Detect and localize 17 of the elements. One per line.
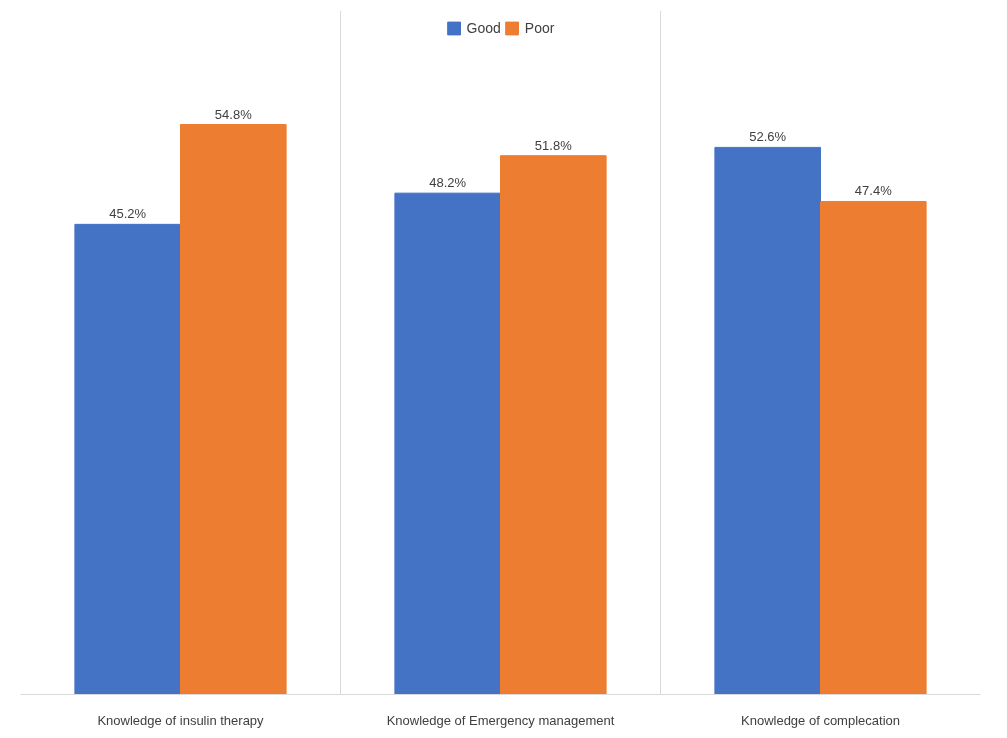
data-label: 47.4%	[854, 183, 893, 199]
legend-label: Good	[466, 20, 501, 36]
data-label: 48.2%	[429, 175, 467, 191]
x-tick-label: Knowledge of insulin therapy	[97, 712, 265, 728]
legend-label: Poor	[524, 20, 555, 36]
data-label: 54.8%	[214, 106, 253, 122]
bar	[820, 200, 927, 695]
data-label: 51.8%	[534, 137, 573, 153]
bar	[394, 192, 501, 695]
bar	[500, 155, 607, 695]
data-label: 45.2%	[109, 206, 147, 222]
bar	[74, 223, 181, 695]
bar	[180, 124, 287, 695]
x-tick-label: Knowledge of Emergency management	[386, 712, 615, 728]
x-tick-label: Knowledge of complecation	[741, 712, 901, 728]
bar	[714, 146, 821, 695]
data-label: 52.6%	[749, 129, 787, 145]
